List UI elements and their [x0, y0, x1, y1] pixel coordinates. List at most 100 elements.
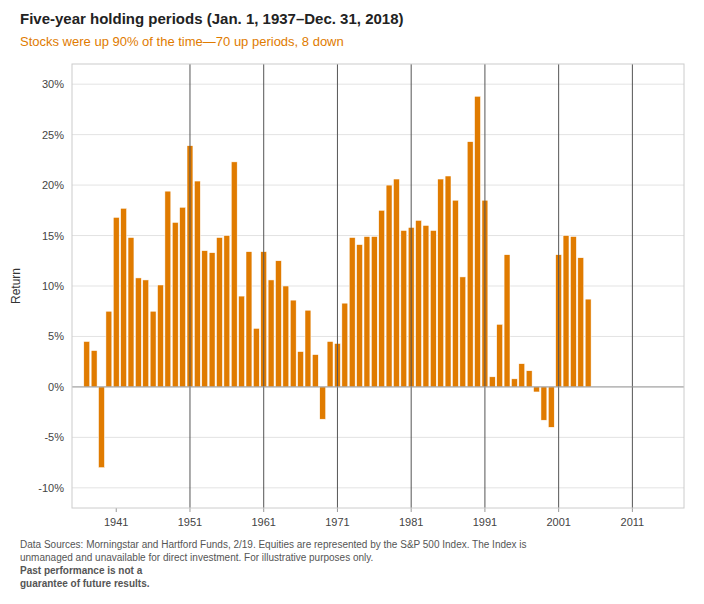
bar: [312, 355, 318, 387]
bar: [172, 222, 178, 386]
bar: [150, 311, 156, 387]
x-tick: [263, 508, 264, 512]
x-tick-label: 2011: [621, 516, 645, 528]
x-tick: [116, 508, 117, 512]
grid-line: [72, 336, 684, 337]
bar: [534, 387, 540, 392]
bar: [113, 217, 119, 387]
bar: [246, 252, 252, 387]
grid-line: [72, 134, 684, 135]
bar: [283, 286, 289, 387]
y-tick-label: 20%: [42, 179, 64, 191]
bar: [438, 179, 444, 387]
bar: [371, 237, 377, 387]
bar: [165, 191, 171, 387]
bar: [379, 210, 385, 387]
bar: [327, 342, 333, 387]
footnote: Data Sources: Morningstar and Hartford F…: [20, 539, 527, 563]
x-tick-label: 1961: [251, 516, 275, 528]
x-tick-label: 1991: [473, 516, 497, 528]
grid-line: [72, 185, 684, 186]
bar: [519, 364, 525, 387]
y-axis-label: Return: [9, 268, 23, 304]
x-tick-label: 1941: [104, 516, 128, 528]
bar: [268, 280, 274, 387]
bar: [393, 179, 399, 387]
vertical-line: [411, 64, 412, 508]
bar: [349, 238, 355, 387]
x-tick: [558, 508, 559, 512]
bar: [253, 328, 259, 387]
y-tick-label: 0%: [48, 381, 64, 393]
vertical-line: [558, 64, 559, 508]
footnote-line: guarantee of future results.: [20, 578, 150, 589]
bar: [276, 261, 282, 387]
y-tick-label: -10%: [38, 482, 64, 494]
grid-line: [72, 437, 684, 438]
x-tick-label: 1971: [325, 516, 349, 528]
chart: Five-year holding periods (Jan. 1, 1937–…: [0, 0, 704, 604]
bar: [430, 231, 436, 387]
bar: [460, 277, 466, 387]
bar: [91, 351, 97, 387]
footnote-line: Past performance is not a: [20, 565, 143, 576]
bar: [386, 185, 392, 387]
x-tick-label: 1951: [178, 516, 202, 528]
bar: [423, 225, 429, 386]
bar: [180, 207, 186, 387]
footnote-bold: Past performance is not a guarantee of fu…: [20, 565, 150, 589]
bar: [578, 258, 584, 387]
bar: [202, 251, 208, 387]
bar: [194, 181, 200, 387]
vertical-line: [263, 64, 264, 508]
bar: [401, 231, 407, 387]
footnote-line: unmanaged and unavailable for direct inv…: [20, 552, 373, 563]
vertical-line: [632, 64, 633, 508]
bar: [84, 342, 90, 387]
x-tick-label: 1981: [399, 516, 423, 528]
bar: [128, 238, 134, 387]
bar: [135, 278, 141, 387]
subtitle: Stocks were up 90% of the time—70 up per…: [20, 34, 344, 49]
bar: [585, 299, 591, 387]
bar: [121, 208, 127, 387]
bar: [570, 237, 576, 387]
bar: [158, 285, 164, 387]
title: Five-year holding periods (Jan. 1, 1937–…: [20, 10, 404, 27]
x-tick: [189, 508, 190, 512]
vertical-line: [484, 64, 485, 508]
bar: [320, 387, 326, 419]
bar: [357, 245, 363, 387]
x-tick: [337, 508, 338, 512]
plot-area: [72, 64, 684, 508]
grid-line: [72, 286, 684, 287]
x-tick: [411, 508, 412, 512]
bar: [526, 371, 532, 387]
bar: [364, 237, 370, 387]
bar: [106, 311, 112, 387]
grid: [72, 84, 684, 488]
bar: [489, 377, 495, 387]
y-tick-label: 15%: [42, 230, 64, 242]
bar: [467, 142, 473, 387]
bar: [541, 387, 547, 420]
y-tick-label: -5%: [44, 431, 64, 443]
bar: [511, 379, 517, 387]
bar: [497, 324, 503, 387]
bar: [416, 220, 422, 387]
bar: [224, 236, 230, 387]
bar: [445, 176, 451, 387]
bar: [239, 296, 245, 387]
x-tick-label: 2001: [546, 516, 570, 528]
x-tick: [632, 508, 633, 512]
vertical-line: [337, 64, 338, 508]
bar: [143, 280, 149, 387]
vertical-line: [189, 64, 190, 508]
bar: [217, 238, 223, 387]
bar: [99, 387, 105, 468]
bar: [563, 236, 569, 387]
bar: [290, 300, 296, 387]
footnote-line: Data Sources: Morningstar and Hartford F…: [20, 539, 527, 550]
bar: [231, 162, 237, 387]
bar: [298, 352, 304, 387]
